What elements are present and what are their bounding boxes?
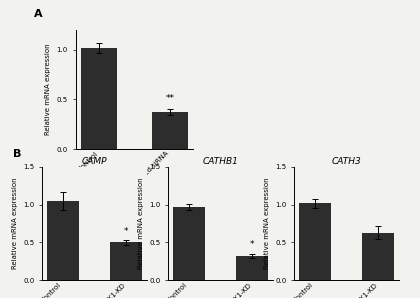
Text: B: B [13, 149, 21, 159]
Text: *: * [250, 240, 255, 249]
Bar [299, 203, 331, 280]
Title: CATHB1: CATHB1 [202, 157, 239, 166]
Y-axis label: Relative mRNA expression: Relative mRNA expression [12, 178, 18, 269]
Bar [47, 201, 79, 280]
Bar [110, 242, 142, 280]
Text: **: ** [165, 94, 175, 103]
Y-axis label: Relative mRNA expression: Relative mRNA expression [138, 178, 144, 269]
Bar [173, 207, 205, 280]
Text: *: * [124, 226, 129, 236]
Y-axis label: Relative mRNA expression: Relative mRNA expression [45, 44, 51, 135]
Bar [362, 232, 394, 280]
Title: CATH3: CATH3 [332, 157, 361, 166]
Title: CAMP: CAMP [82, 157, 107, 166]
Y-axis label: Relative mRNA expression: Relative mRNA expression [264, 178, 270, 269]
Text: A: A [34, 9, 42, 19]
Bar [152, 112, 188, 149]
Bar [81, 48, 117, 149]
Bar [236, 256, 268, 280]
